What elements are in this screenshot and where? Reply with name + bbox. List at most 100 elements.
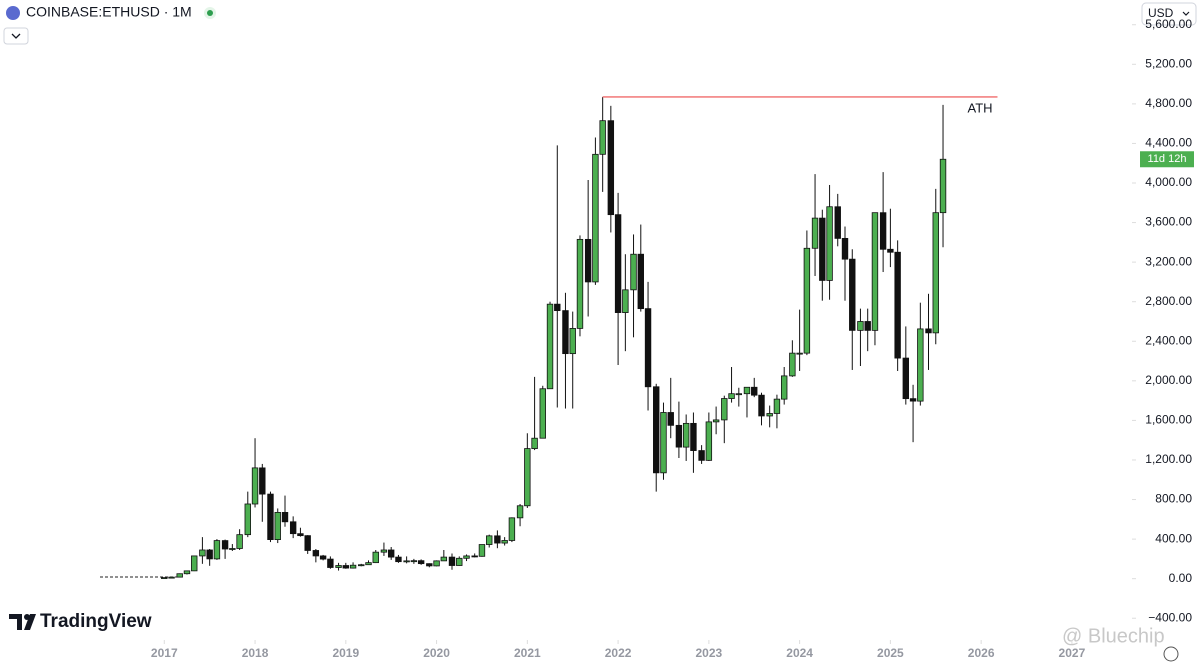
candle-body bbox=[584, 238, 592, 283]
candle-body bbox=[660, 412, 667, 474]
y-tick-label: 2,800.00 bbox=[1145, 294, 1192, 308]
settings-icon[interactable] bbox=[1163, 646, 1179, 662]
candle-body bbox=[917, 328, 924, 402]
candle-body bbox=[735, 393, 743, 396]
x-tick-label: 2027 bbox=[1059, 646, 1086, 660]
x-tick-label: 2026 bbox=[968, 646, 995, 660]
candle-body bbox=[471, 555, 478, 558]
x-tick-label: 2017 bbox=[151, 646, 178, 660]
candle-body bbox=[864, 321, 871, 331]
candle-body bbox=[887, 248, 894, 253]
candle-body bbox=[486, 535, 493, 545]
candle-body bbox=[780, 375, 788, 400]
symbol-icon bbox=[6, 6, 20, 20]
candle-body bbox=[849, 258, 856, 331]
candle-body bbox=[524, 448, 531, 507]
candle-body bbox=[644, 308, 652, 388]
candle-body bbox=[365, 562, 372, 566]
candle-body bbox=[229, 548, 236, 550]
candle-body bbox=[857, 321, 864, 331]
candle-body bbox=[826, 206, 833, 281]
candle-body bbox=[766, 413, 773, 417]
candle-body bbox=[879, 212, 887, 250]
x-tick-label: 2023 bbox=[696, 646, 723, 660]
candle-body bbox=[259, 467, 266, 495]
candle-body bbox=[327, 558, 334, 568]
y-tick-label: 5,200.00 bbox=[1145, 56, 1192, 70]
candle-body bbox=[690, 422, 697, 451]
candle-body bbox=[349, 564, 357, 569]
candle-body bbox=[796, 352, 803, 355]
candle-body bbox=[508, 517, 516, 541]
candle-body bbox=[335, 565, 342, 568]
candle-body bbox=[342, 565, 350, 569]
status-dot-inner bbox=[207, 10, 213, 16]
candle-body bbox=[773, 398, 781, 414]
candle-body bbox=[932, 212, 939, 334]
candle-body bbox=[811, 217, 819, 249]
x-tick-label: 2019 bbox=[332, 646, 359, 660]
candle-body bbox=[304, 535, 311, 551]
candle-body bbox=[834, 206, 841, 239]
candle-body bbox=[531, 437, 538, 449]
candle-body bbox=[539, 388, 546, 439]
candle-body bbox=[894, 251, 901, 359]
y-tick-label: 0.00 bbox=[1169, 571, 1193, 585]
candle-body bbox=[463, 555, 470, 559]
y-tick-label: 1,200.00 bbox=[1145, 452, 1192, 466]
watermark: @ Bluechip bbox=[1062, 625, 1165, 647]
currency-selector[interactable] bbox=[1141, 2, 1197, 26]
candle-body bbox=[939, 158, 947, 214]
brand-logo bbox=[9, 614, 36, 630]
x-tick-label: 2022 bbox=[605, 646, 632, 660]
candle-body bbox=[751, 386, 758, 396]
candle-body bbox=[758, 394, 765, 417]
y-tick-label: 3,200.00 bbox=[1145, 254, 1192, 268]
candle-body bbox=[267, 493, 274, 540]
y-tick-label: 4,400.00 bbox=[1145, 136, 1192, 150]
candle-body bbox=[274, 511, 281, 540]
candle-body bbox=[630, 253, 637, 291]
y-tick-label: 4,000.00 bbox=[1145, 175, 1192, 189]
candle-body bbox=[410, 560, 418, 563]
candle-body bbox=[576, 238, 584, 329]
candle-body bbox=[728, 393, 735, 399]
candle-body bbox=[501, 540, 508, 544]
price-badge bbox=[1140, 151, 1194, 168]
candle-body bbox=[721, 398, 728, 421]
candle-body bbox=[281, 511, 289, 523]
x-tick-label: 2025 bbox=[877, 646, 904, 660]
candle-body bbox=[622, 289, 629, 313]
candle-body bbox=[909, 398, 917, 402]
candle-body bbox=[637, 253, 644, 310]
y-tick-label: 400.00 bbox=[1155, 531, 1192, 545]
candle-body bbox=[426, 563, 433, 567]
chevron bbox=[1182, 11, 1190, 16]
y-tick-label: 2,000.00 bbox=[1145, 373, 1192, 387]
candle-body bbox=[546, 303, 554, 390]
candle-body bbox=[380, 549, 388, 553]
candle-body bbox=[562, 310, 569, 355]
candle-body bbox=[675, 424, 683, 448]
candle-body bbox=[448, 556, 456, 566]
candle-body bbox=[494, 535, 501, 544]
candle-body bbox=[698, 450, 705, 461]
candle-body bbox=[176, 573, 183, 578]
y-tick-label: 5,600.00 bbox=[1145, 17, 1192, 31]
candle-body bbox=[607, 120, 615, 216]
collapse-button[interactable] bbox=[3, 27, 29, 45]
candle-body bbox=[297, 533, 304, 537]
candle-body bbox=[244, 503, 251, 536]
candle-body bbox=[819, 217, 826, 281]
currency: USD bbox=[1148, 6, 1174, 20]
candle-body bbox=[191, 555, 198, 572]
countdown: 11d 12h bbox=[1148, 153, 1187, 165]
x-tick-label: 2018 bbox=[242, 646, 269, 660]
y-tick-label: 2,400.00 bbox=[1145, 333, 1192, 347]
candle-body bbox=[653, 386, 660, 474]
candle-body bbox=[433, 560, 440, 567]
y-tick-label: 3,600.00 bbox=[1145, 215, 1192, 229]
candle-body bbox=[221, 540, 229, 550]
candle-body bbox=[478, 544, 486, 557]
